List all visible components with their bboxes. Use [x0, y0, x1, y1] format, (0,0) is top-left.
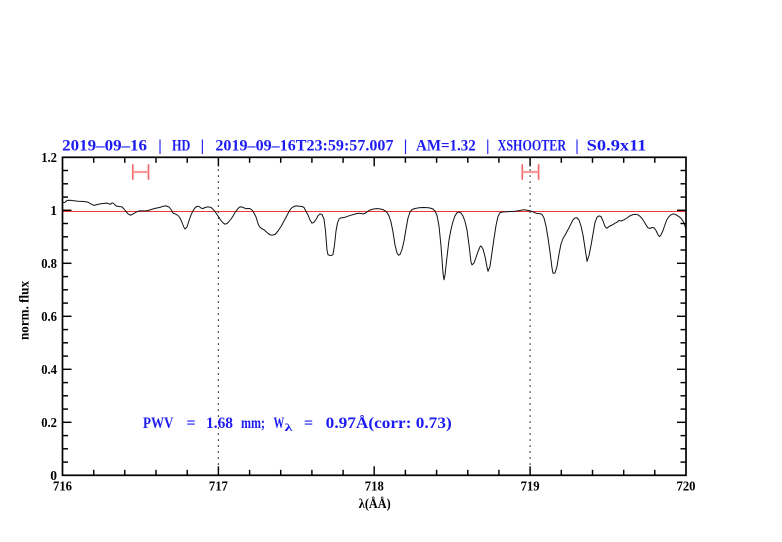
- svg-text:0.97Å(corr: 0.73): 0.97Å(corr: 0.73): [326, 414, 452, 432]
- svg-text:|: |: [404, 138, 408, 155]
- svg-text:=: =: [187, 415, 196, 432]
- svg-text:XSHOOTER: XSHOOTER: [498, 138, 567, 155]
- svg-text:0.4: 0.4: [41, 362, 57, 377]
- svg-text:717: 717: [209, 478, 228, 493]
- svg-text:λ: λ: [285, 423, 294, 434]
- svg-text:716: 716: [53, 478, 72, 493]
- svg-text:719: 719: [521, 478, 540, 493]
- svg-text:0.8: 0.8: [41, 256, 57, 271]
- svg-text:S0.9x11: S0.9x11: [587, 138, 647, 155]
- svg-text:mm;: mm;: [241, 415, 265, 432]
- svg-text:PWV: PWV: [143, 415, 174, 432]
- svg-text:norm. flux: norm. flux: [17, 281, 32, 340]
- svg-text:2019–09–16: 2019–09–16: [62, 138, 147, 155]
- svg-text:1: 1: [50, 203, 57, 218]
- svg-text:718: 718: [365, 478, 384, 493]
- svg-text:λ(ÅÅ): λ(ÅÅ): [359, 496, 391, 512]
- svg-text:720: 720: [677, 478, 696, 493]
- svg-text:0.2: 0.2: [41, 415, 57, 430]
- svg-text:0.6: 0.6: [41, 309, 57, 324]
- svg-text:0: 0: [50, 468, 57, 483]
- svg-text:W: W: [274, 415, 285, 432]
- svg-text:2019–09–16T23:59:57.007: 2019–09–16T23:59:57.007: [215, 138, 393, 155]
- svg-text:|: |: [201, 138, 205, 155]
- svg-text:|: |: [158, 138, 162, 155]
- svg-text:|: |: [486, 138, 490, 155]
- svg-text:=: =: [304, 415, 313, 432]
- svg-text:1.2: 1.2: [41, 150, 57, 165]
- svg-text:AM=1.32: AM=1.32: [416, 138, 476, 155]
- svg-text:HD: HD: [172, 138, 190, 155]
- svg-text:|: |: [575, 138, 579, 155]
- svg-text:1.68: 1.68: [206, 415, 233, 432]
